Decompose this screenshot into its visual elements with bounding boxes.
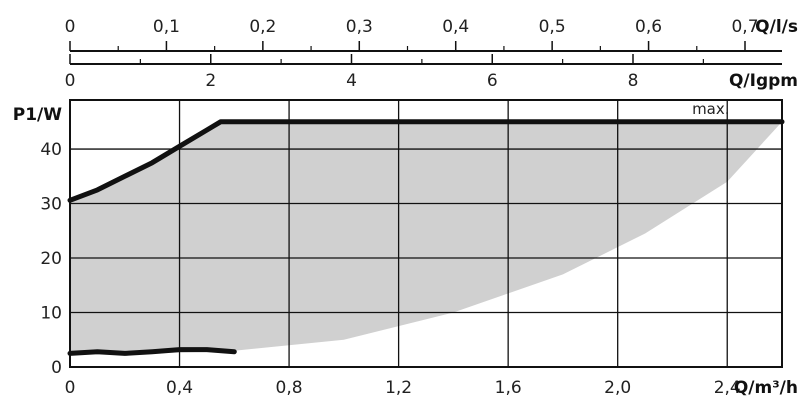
- series-line-min: [67, 347, 237, 356]
- x-tick-label: 2,0: [604, 378, 631, 398]
- x-tick-label: 2,4: [714, 378, 741, 398]
- x-axis-label: Q/m³/h: [734, 378, 798, 398]
- y-tick-label: 20: [40, 249, 62, 269]
- x-tick-label: 0: [65, 378, 76, 398]
- x-tick-label: 0,8: [276, 378, 303, 398]
- top-ls-tick-label: 0,6: [635, 17, 662, 37]
- top-ls-tick-label: 0,1: [153, 17, 180, 37]
- top-igpm-tick-label: 6: [487, 71, 498, 91]
- y-tick-label: 10: [40, 304, 62, 324]
- top-ls-tick-label: 0,2: [249, 17, 276, 37]
- x-tick-label: 0,4: [166, 378, 193, 398]
- operating-range-area: [70, 121, 782, 354]
- top-ls-tick-label: 0,5: [539, 17, 566, 37]
- top-ls-tick-label: 0,7: [731, 17, 758, 37]
- top-igpm-axis-label: Q/Igpm: [729, 71, 798, 91]
- top-ls-tick-label: 0,3: [346, 17, 373, 37]
- max-annotation: max.: [692, 100, 729, 118]
- top-igpm-tick-label: 8: [628, 71, 639, 91]
- y-tick-label: 30: [40, 195, 62, 215]
- top-igpm-tick-label: 0: [65, 71, 76, 91]
- top-ls-tick-label: 0: [65, 17, 76, 37]
- y-tick-label: 40: [40, 140, 62, 160]
- top-ls-tick-label: 0,4: [442, 17, 469, 37]
- plot-frame: [69, 99, 783, 368]
- y-tick-label: 0: [51, 358, 62, 378]
- y-axis-label: P1/W: [13, 105, 62, 125]
- top-ls-axis-label: Q/l/s: [755, 17, 798, 37]
- x-tick-label: 1,6: [495, 378, 522, 398]
- series-line-max: [67, 119, 785, 203]
- top-igpm-tick-label: 4: [346, 71, 357, 91]
- top-igpm-tick-label: 2: [205, 71, 216, 91]
- x-tick-label: 1,2: [385, 378, 412, 398]
